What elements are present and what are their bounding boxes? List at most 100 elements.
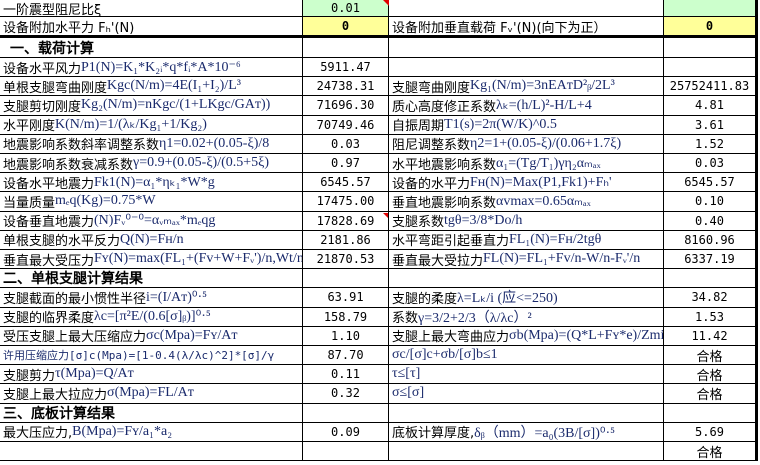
cell-value-left[interactable]: 0.03: [303, 134, 389, 154]
cell-label-left[interactable]: 垂直最大受压力 Fʏ(N)=max(FL₁+(Fv+W+Fᵥ')/n,Wt/n): [0, 250, 303, 270]
cell-value-right[interactable]: 合格: [664, 346, 758, 366]
cell-label-right[interactable]: 阻尼调整系数 η2=1+(0.05-ξ)/(0.06+1.7ξ): [389, 134, 664, 154]
cell-label-left[interactable]: 地震影响系数衰减系数 γ=0.9+(0.05-ξ)/(0.5+5ξ): [0, 154, 303, 174]
cell-label-right[interactable]: 质心高度修正系数 λₖ=(h/L)²-H/L+4: [389, 96, 664, 116]
horizontal-load-input[interactable]: 0: [303, 17, 389, 38]
cell-value-right[interactable]: 8160.96: [664, 230, 758, 250]
cell-label-right[interactable]: 水平弯距引起垂直力 FL₁(N)=Fʜ/2tgθ: [389, 230, 664, 250]
cell-label-left[interactable]: 单根支腿的水平反力 Q(N)=Fʜ/n: [0, 230, 303, 250]
cell-label-right[interactable]: [389, 442, 664, 462]
cell-label-left[interactable]: 单根支腿弯曲刚度 Kgc(N/m)=4E(I₁+I₂)/L³: [0, 77, 303, 97]
cell-label-right[interactable]: 支腿弯曲刚度 Kg₁(N/m)=3nEAᴛD²ᵦ/2L³: [389, 77, 664, 97]
cell-value-right[interactable]: 6337.19: [664, 250, 758, 270]
cell-label-right[interactable]: 水平地震影响系数 α₁=(Tg/T₁)γη₂αₘₐₓ: [389, 154, 664, 174]
cell-value-right[interactable]: 1.53: [664, 307, 758, 327]
cell-label-right[interactable]: 底板计算厚度, δᵦ（mm）=a₀(3B/[σ])⁰·⁵: [389, 422, 664, 442]
cell-label-right[interactable]: [389, 269, 664, 289]
cell-value-right[interactable]: 5.69: [664, 422, 758, 442]
cell-label-left[interactable]: 设备垂直地震力 (N)Fᵥ⁰⁻⁰=αᵥₘₐₓ*mₑqg: [0, 211, 303, 231]
empty-cell[interactable]: [389, 0, 664, 17]
cell-value-right[interactable]: 0.40: [664, 211, 758, 231]
cell-value-left[interactable]: [303, 403, 389, 423]
cell-value-right[interactable]: 合格: [664, 365, 758, 385]
cell-value-left[interactable]: 17828.69: [303, 211, 389, 231]
cell-value-right[interactable]: 11.42: [664, 326, 758, 346]
cell-value-left[interactable]: [303, 442, 389, 462]
cell-value-left[interactable]: 6545.57: [303, 173, 389, 193]
cell-value-right[interactable]: 25752411.83: [664, 77, 758, 97]
comment-marker[interactable]: [383, 0, 389, 6]
cell-value-right[interactable]: 4.81: [664, 96, 758, 116]
cell-value-right[interactable]: 6545.57: [664, 173, 758, 193]
cell-label-right[interactable]: 设备的水平力 Fʜ(N)=Max(P1,Fk1)+Fₕ': [389, 173, 664, 193]
cell-label-left[interactable]: 支腿上最大拉应力 σ(Mpa)=FL/Aᴛ: [0, 384, 303, 404]
cell-value-left[interactable]: 0.11: [303, 365, 389, 385]
cell-vertical-load-label[interactable]: 设备附加垂直载荷 Fᵥ'(N)(向下为正）: [389, 17, 664, 38]
cell-value-left[interactable]: 0.32: [303, 384, 389, 404]
cell-label-right[interactable]: 支腿系数 tgθ=3/8*Do/h: [389, 211, 664, 231]
cell-value-right[interactable]: 34.82: [664, 288, 758, 308]
cell-value-left[interactable]: 71696.30: [303, 96, 389, 116]
empty-green-cell[interactable]: [664, 0, 758, 17]
vertical-load-input[interactable]: 0: [664, 17, 758, 38]
cell-label-left[interactable]: 当量质量 mₑq(Kg)=0.75*W: [0, 192, 303, 212]
cell-label-left[interactable]: 支腿剪力 τ(Mpa)=Q/Aᴛ: [0, 365, 303, 385]
cell-value-left[interactable]: [303, 269, 389, 289]
cell-value-right[interactable]: 合格: [664, 442, 758, 462]
cell-value-right[interactable]: 1.52: [664, 134, 758, 154]
cell-label-left[interactable]: 许用压缩应力[σ]c(Mpa)=[1-0.4(λ/λc)^2]*[σ]/γ: [0, 346, 303, 366]
cell-value-left[interactable]: 1.10: [303, 326, 389, 346]
cell-label-right[interactable]: 垂直地震影响系数 αvmax=0.65αₘₐₓ: [389, 192, 664, 212]
cell-value-left[interactable]: 63.91: [303, 288, 389, 308]
cell-label-left[interactable]: 水平刚度 K(N/m)=1/(λₖ/Kg₁+1/Kg₂): [0, 115, 303, 135]
comment-marker[interactable]: [383, 213, 389, 219]
cell-label-left[interactable]: 地震影响系数斜率调整系数 η1=0.02+(0.05-ξ)/8: [0, 134, 303, 154]
cell-value-left[interactable]: 0.09: [303, 422, 389, 442]
cell-value-left[interactable]: 2181.86: [303, 230, 389, 250]
cell-value-left[interactable]: 21870.53: [303, 250, 389, 270]
cell-label-left[interactable]: 二、单根支腿计算结果: [0, 269, 303, 289]
damping-ratio-input[interactable]: 0.01: [303, 0, 389, 17]
cell-value-right[interactable]: 3.61: [664, 115, 758, 135]
cell-label-left[interactable]: 最大压应力, B(Mpa)=Fʏ/a₁*a₂: [0, 422, 303, 442]
cell-value-right[interactable]: 0.10: [664, 192, 758, 212]
cell-value-left[interactable]: 158.79: [303, 307, 389, 327]
cell-label-left[interactable]: 设备水平风力 P1(N)=K₁*K₂ᵢ*q*fᵢ*A*10⁻⁶: [0, 58, 303, 78]
table-row: 单根支腿的水平反力 Q(N)=Fʜ/n 2181.86 水平弯距引起垂直力 FL₁(N…: [0, 230, 758, 250]
cell-label-right[interactable]: 垂直最大受拉力 FL(N)=FL₁+Fv/n-W/n-Fᵥ'/n: [389, 250, 664, 270]
cell-value-right[interactable]: [664, 58, 758, 78]
cell-value-left[interactable]: 0.97: [303, 154, 389, 174]
cell-value-left[interactable]: 24738.31: [303, 77, 389, 97]
cell-value-right[interactable]: [664, 38, 758, 58]
cell-label-right[interactable]: [389, 38, 664, 58]
cell-label-left[interactable]: 三、底板计算结果: [0, 403, 303, 423]
cell-label-right[interactable]: σ≤[σ]: [389, 384, 664, 404]
cell-label-right[interactable]: [389, 403, 664, 423]
cell-value-right[interactable]: 合格: [664, 384, 758, 404]
pass-status: 合格: [696, 387, 723, 403]
cell-label-left[interactable]: [0, 442, 303, 462]
cell-damping-ratio-label[interactable]: 一阶震型阻尼比ξ: [0, 0, 303, 17]
cell-label-left[interactable]: 一、载荷计算: [0, 38, 303, 58]
cell-value-left[interactable]: 5911.47: [303, 58, 389, 78]
cell-value-left[interactable]: [303, 38, 389, 58]
cell-label-left[interactable]: 支腿的临界柔度 λc=[π²E/(0.6[σ]ᵦ)]⁰·⁵: [0, 307, 303, 327]
cell-horizontal-load-label[interactable]: 设备附加水平力 Fₕ'(N): [0, 17, 303, 38]
cell-label-left[interactable]: 设备水平地震力 Fk1(N)=α₁*ηₖ₁*W*g: [0, 173, 303, 193]
cell-label-right[interactable]: σc/[σ]c+σb/[σ]b≤1: [389, 346, 664, 366]
cell-value-right[interactable]: [664, 403, 758, 423]
cell-label-left[interactable]: 受压支腿上最大压缩应力 σc(Mpa)=Fʏ/Aᴛ: [0, 326, 303, 346]
cell-label-left[interactable]: 支腿截面的最小惯性半径 i=(I/Aᴛ)⁰·⁵: [0, 288, 303, 308]
cell-value-left[interactable]: 87.70: [303, 346, 389, 366]
cell-label-right[interactable]: 支腿上最大弯曲应力 σb(Mpa)=(Q*L+Fʏ*e)/Zmin: [389, 326, 664, 346]
cell-label-right[interactable]: [389, 58, 664, 78]
cell-value-right[interactable]: 0.03: [664, 154, 758, 174]
cell-value-left[interactable]: 70749.46: [303, 115, 389, 135]
cell-label-left[interactable]: 支腿剪切刚度 Kg₂(N/m)=nKgc/(1+LKgc/GAᴛ)): [0, 96, 303, 116]
cell-label-right[interactable]: 系数 γ=3/2+2/3（λ/λc）²: [389, 307, 664, 327]
cell-value-right[interactable]: [664, 269, 758, 289]
cell-value-left[interactable]: 17475.00: [303, 192, 389, 212]
cell-label-right[interactable]: τ≤[τ]: [389, 365, 664, 385]
cell-label-right[interactable]: 自振周期 T1(s)=2π(W/K)^0.5: [389, 115, 664, 135]
cell-label-right[interactable]: 支腿的柔度 λ=Lₖ/i (应<=250): [389, 288, 664, 308]
